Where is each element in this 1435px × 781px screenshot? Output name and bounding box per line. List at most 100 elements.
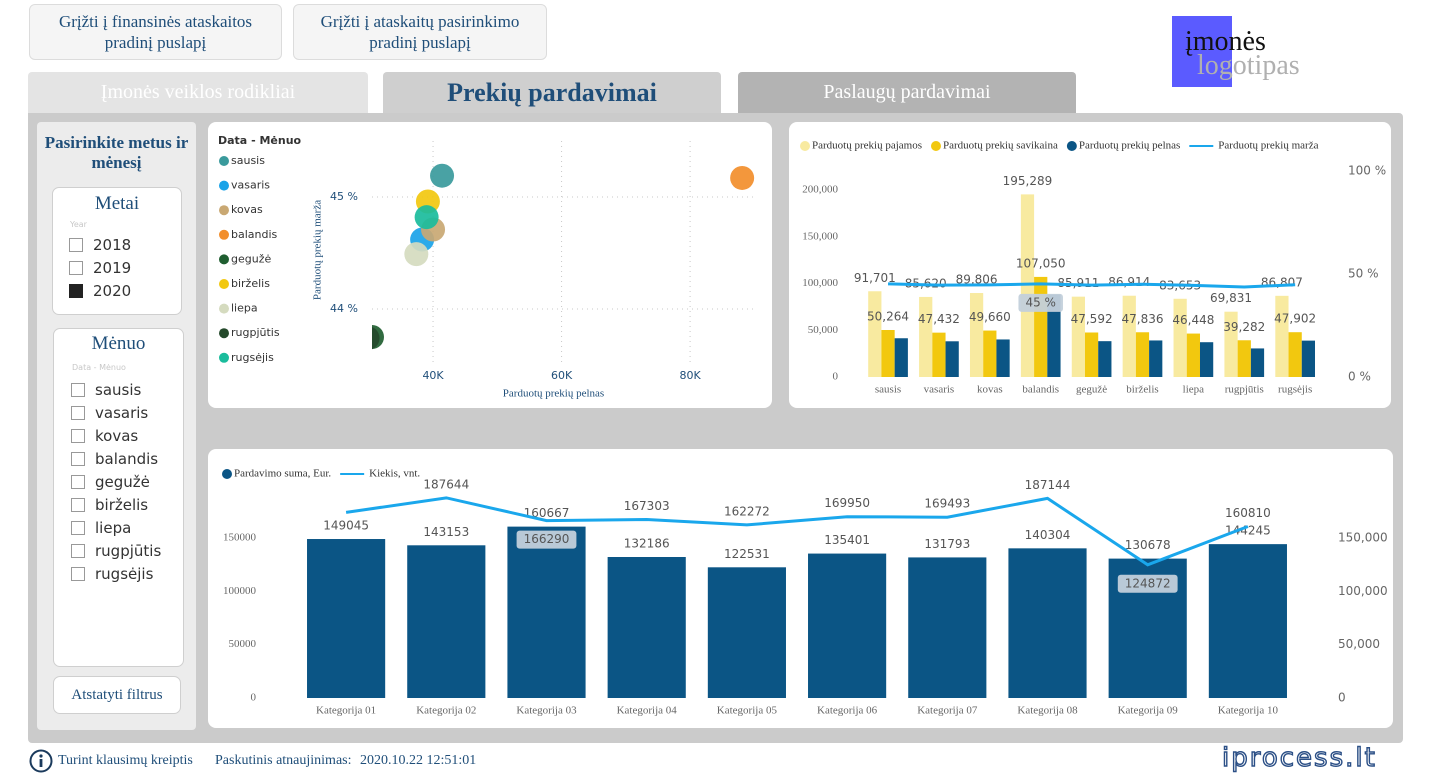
slicer-item-label: 2018 <box>93 236 132 254</box>
slicer-item[interactable]: rugsėjis <box>71 564 153 584</box>
reset-button[interactable]: Atstatyti filtrus <box>53 676 181 714</box>
slicer-item-label: birželis <box>95 496 149 514</box>
slicer-title: Mėnuo <box>91 333 146 354</box>
checkbox[interactable] <box>71 406 85 420</box>
bar <box>868 291 882 377</box>
slicer-item[interactable]: vasaris <box>71 403 148 423</box>
x-tick-label: sausis <box>875 384 901 396</box>
legend-label: birželis <box>231 277 270 290</box>
x-tick-label: Kategorija 09 <box>1118 705 1179 717</box>
label-box <box>516 530 577 549</box>
legend-label: Kiekis, vnt. <box>369 468 420 480</box>
data-label: 169950 <box>824 496 870 510</box>
data-label: 135401 <box>824 533 870 547</box>
data-label: 69,831 <box>1210 291 1252 305</box>
bar <box>881 329 895 377</box>
data-label: 132186 <box>624 537 670 551</box>
scatter-card <box>208 122 772 408</box>
slicer-item[interactable]: liepa <box>71 518 131 538</box>
month-slicer: Mėnuo Data - Mėnuo sausis vasaris kovas bal… <box>53 328 184 667</box>
checkbox[interactable] <box>71 498 85 512</box>
legend-label: kovas <box>231 203 263 216</box>
legend-marker <box>219 303 229 314</box>
bar <box>969 293 984 377</box>
legend-marker <box>800 141 810 151</box>
x-tick-label: 80K <box>679 369 701 382</box>
y-tick-label: 150,000 <box>802 230 838 242</box>
y2-tick-label: 100,000 <box>1338 584 1388 598</box>
checkbox[interactable] <box>71 544 85 558</box>
slicer-item[interactable]: birželis <box>71 495 148 515</box>
checkbox[interactable] <box>71 452 85 466</box>
checkbox[interactable] <box>71 475 85 489</box>
slicer-item[interactable]: gegužė <box>71 472 150 492</box>
data-label: 167303 <box>624 499 670 513</box>
y-tick-label: 45 % <box>330 190 358 203</box>
slicer-item[interactable]: 2020 <box>69 281 131 301</box>
point <box>730 165 755 190</box>
data-label: 50,264 <box>867 309 909 323</box>
tab[interactable]: Paslaugų pardavimai <box>738 72 1076 113</box>
slicer-title: Metai <box>94 193 140 214</box>
data-label: 39,282 <box>1223 320 1265 334</box>
bar <box>1250 348 1265 377</box>
slicer-item[interactable]: 2019 <box>69 258 131 278</box>
updated-value: 2020.10.22 12:51:01 <box>360 753 477 768</box>
checkbox[interactable] <box>69 284 83 298</box>
bar <box>1186 333 1200 377</box>
checkbox[interactable] <box>69 238 83 252</box>
slicer-item[interactable]: balandis <box>71 449 158 469</box>
legend-marker <box>219 229 229 240</box>
data-label: 107,050 <box>1016 256 1066 270</box>
slicer-item-label: 2020 <box>93 282 132 300</box>
checkbox[interactable] <box>71 383 85 397</box>
checkbox[interactable] <box>69 261 83 275</box>
contact-text[interactable]: Turint klausimų kreiptis <box>58 753 193 768</box>
data-label: 91,701 <box>854 271 896 285</box>
nav-button[interactable]: Grįžti į finansinės ataskaitos pradinį p… <box>29 4 282 60</box>
checkbox[interactable] <box>71 521 85 535</box>
bar <box>983 330 997 377</box>
legend-label: gegužė <box>231 252 271 265</box>
bar-card <box>208 449 1393 728</box>
x-tick-label: Kategorija 01 <box>316 705 376 717</box>
slicer-item[interactable]: 2018 <box>69 235 131 255</box>
bar <box>1208 544 1287 698</box>
x-tick-label: Kategorija 02 <box>416 705 476 717</box>
data-label: 49,660 <box>969 310 1011 324</box>
slicer-item-label: gegužė <box>95 473 150 491</box>
bar <box>307 539 386 698</box>
legend-marker <box>219 328 229 339</box>
bar <box>945 341 959 377</box>
bar <box>707 567 786 698</box>
data-label: 187144 <box>1025 478 1071 492</box>
info-icon[interactable] <box>29 749 53 773</box>
bar <box>1084 332 1099 377</box>
nav-button[interactable]: Grįžti į ataskaitų pasirinkimo pradinį p… <box>293 4 547 60</box>
filter-title: Pasirinkite metus ir mėnesį <box>44 133 189 172</box>
tab[interactable]: Prekių pardavimai <box>383 72 721 113</box>
data-label: 47,902 <box>1274 312 1316 326</box>
slicer-item[interactable]: sausis <box>71 380 141 400</box>
checkbox[interactable] <box>71 567 85 581</box>
x-tick-label: birželis <box>1126 384 1158 396</box>
slicer-item[interactable]: rugpjūtis <box>71 541 161 561</box>
legend-label: Parduotų prekių pajamos <box>812 140 922 152</box>
bar <box>1098 341 1112 377</box>
y2-tick-label: 150,000 <box>1338 531 1388 545</box>
legend-label: Pardavimo suma, Eur. <box>234 468 331 480</box>
data-label: 89,806 <box>956 273 998 287</box>
checkbox[interactable] <box>71 429 85 443</box>
data-label: 124872 <box>1125 576 1171 590</box>
x-tick-label: Kategorija 06 <box>817 705 878 717</box>
y2-tick-label: 50,000 <box>1338 637 1380 651</box>
bar <box>1149 340 1163 377</box>
tab[interactable]: Įmonės veiklos rodikliai <box>28 72 368 113</box>
data-label: 47,836 <box>1121 312 1163 326</box>
x-tick-label: rugpjūtis <box>1225 384 1264 396</box>
legend-label: vasaris <box>231 179 270 192</box>
slicer-item[interactable]: kovas <box>71 426 138 446</box>
legend-marker <box>222 469 232 479</box>
data-label: 143153 <box>423 525 469 539</box>
